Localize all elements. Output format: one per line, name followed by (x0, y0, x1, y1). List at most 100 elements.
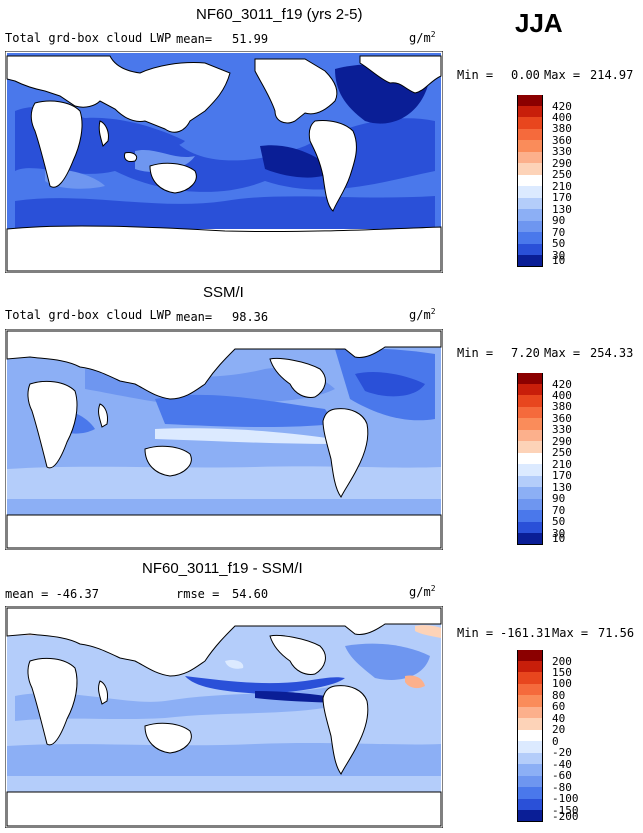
panel-1-colorbar-cell (517, 152, 543, 164)
panel-3-min-value: -161.31 (500, 626, 551, 640)
panel-2-colorbar-label: 420 (552, 378, 572, 391)
panel-2-colorbar (517, 373, 543, 545)
panel-1-colorbar-cell (517, 106, 543, 118)
panel-1-colorbar-cell (517, 117, 543, 129)
panel-3-colorbar-cell (517, 799, 543, 811)
panel-2-units: g/m2 (409, 307, 436, 322)
panel-3-max-value: 71.56 (598, 626, 635, 640)
panel-3-colorbar-cell (517, 661, 543, 673)
panel-3-colorbar-cell (517, 695, 543, 707)
panel-2-colorbar-label: 50 (552, 515, 566, 528)
panel-2-colorbar-label: 70 (552, 504, 566, 517)
panel-1-colorbar-label: 10 (552, 254, 566, 267)
panel-2-colorbar-label: 290 (552, 435, 572, 448)
panel-2-colorbar-cell (517, 384, 543, 396)
season-label: JJA (515, 8, 563, 38)
panel-3-colorbar-label: -60 (552, 769, 572, 782)
panel-3-colorbar-cell (517, 718, 543, 730)
panel-1-colorbar-label: 90 (552, 214, 566, 227)
panel-1-mean-value: 51.99 (232, 32, 269, 46)
panel-2-colorbar-label: 10 (552, 532, 566, 545)
panel-1-colorbar-cell (517, 209, 543, 221)
panel-3-colorbar-label: 150 (552, 666, 572, 679)
panel-3-colorbar-cell (517, 672, 543, 684)
panel-3-min-label: Min = (457, 626, 494, 640)
panel-3-title: NF60_3011_f19 - SSM/I (142, 560, 303, 577)
panel-1-colorbar-cell (517, 221, 543, 233)
panel-3-colorbar-label: 0 (552, 735, 559, 748)
panel-2-min-value: 7.20 (511, 346, 540, 360)
panel-1-colorbar-label: 380 (552, 122, 572, 135)
panel-3-colorbar-label: 40 (552, 712, 566, 725)
panel-3-land (6, 607, 442, 827)
panel-2-colorbar-label: 250 (552, 446, 572, 459)
panel-3-colorbar-cell (517, 684, 543, 696)
panel-1-colorbar-cell (517, 186, 543, 198)
panel-2-colorbar-cell (517, 499, 543, 511)
panel-1-colorbar-cell (517, 232, 543, 244)
panel-1-colorbar (517, 95, 543, 267)
panel-1-colorbar-cell (517, 163, 543, 175)
panel-2-colorbar-label: 380 (552, 400, 572, 413)
panel-2-map-svg (5, 329, 443, 550)
panel-3-map-svg (5, 606, 443, 828)
panel-3-colorbar-label: -100 (552, 792, 579, 805)
panel-1-units: g/m2 (409, 30, 436, 45)
panel-3-colorbar-cell (517, 741, 543, 753)
panel-2-colorbar-cell (517, 430, 543, 442)
panel-3-colorbar-cell (517, 650, 543, 662)
panel-1-colorbar-label: 330 (552, 145, 572, 158)
panel-1-colorbar-label: 30 (552, 249, 566, 262)
panel-2-colorbar-cell (517, 441, 543, 453)
panel-3-map (5, 606, 443, 828)
panel-3-rmse-label: rmse = (176, 587, 220, 601)
panel-1-field-label: Total grd-box cloud LWP (5, 31, 172, 45)
panel-2-colorbar-cell (517, 407, 543, 419)
panel-2-colorbar-cell (517, 395, 543, 407)
panel-3-colorbar-label: 60 (552, 700, 566, 713)
panel-1-colorbar-label: 210 (552, 180, 572, 193)
panel-1-colorbar-cell (517, 198, 543, 210)
panel-3-colorbar-cell (517, 776, 543, 788)
panel-3-colorbar-label: 200 (552, 655, 572, 668)
panel-2-colorbar-cell (517, 464, 543, 476)
panel-2-colorbar-cell (517, 476, 543, 488)
panel-2-colorbar-cell (517, 487, 543, 499)
panel-2-colorbar-cell (517, 453, 543, 465)
panel-2-colorbar-label: 170 (552, 469, 572, 482)
panel-3-colorbar-cell (517, 787, 543, 799)
panel-1-map (5, 51, 443, 273)
panel-1-colorbar-label: 170 (552, 191, 572, 204)
panel-1-colorbar-label: 290 (552, 157, 572, 170)
panel-2-colorbar-cell (517, 510, 543, 522)
panel-1-max-value: 214.97 (590, 68, 634, 82)
panel-2-colorbar-label: 30 (552, 527, 566, 540)
panel-3-colorbar-label: 20 (552, 723, 566, 736)
panel-2-land (6, 330, 442, 549)
panel-2-colorbar-cell (517, 522, 543, 534)
panel-1-colorbar-label: 50 (552, 237, 566, 250)
panel-3-colorbar-label: -20 (552, 746, 572, 759)
panel-1-colorbar-label: 420 (552, 100, 572, 113)
panel-2-max-value: 254.33 (590, 346, 634, 360)
panel-3-colorbar-label: 80 (552, 689, 566, 702)
panel-1-mean-label: mean= (176, 32, 213, 46)
panel-2-min-label: Min = (457, 346, 494, 360)
panel-1-colorbar-label: 250 (552, 168, 572, 181)
panel-2-colorbar-label: 330 (552, 423, 572, 436)
panel-2-colorbar-label: 130 (552, 481, 572, 494)
panel-2-colorbar-label: 400 (552, 389, 572, 402)
panel-2-colorbar-cell (517, 418, 543, 430)
panel-3-colorbar-label: -200 (552, 810, 579, 823)
panel-2-title: SSM/I (203, 284, 244, 301)
panel-3-colorbar-cell (517, 810, 543, 822)
panel-1-colorbar-label: 130 (552, 203, 572, 216)
panel-3-colorbar-cell (517, 730, 543, 742)
panel-3-colorbar-label: 100 (552, 677, 572, 690)
panel-3-colorbar-cell (517, 707, 543, 719)
panel-3-colorbar-cell (517, 753, 543, 765)
panel-3-max-label: Max = (552, 626, 589, 640)
panel-1-colorbar-cell (517, 140, 543, 152)
panel-1-colorbar-cell (517, 129, 543, 141)
panel-1-land (6, 55, 442, 272)
